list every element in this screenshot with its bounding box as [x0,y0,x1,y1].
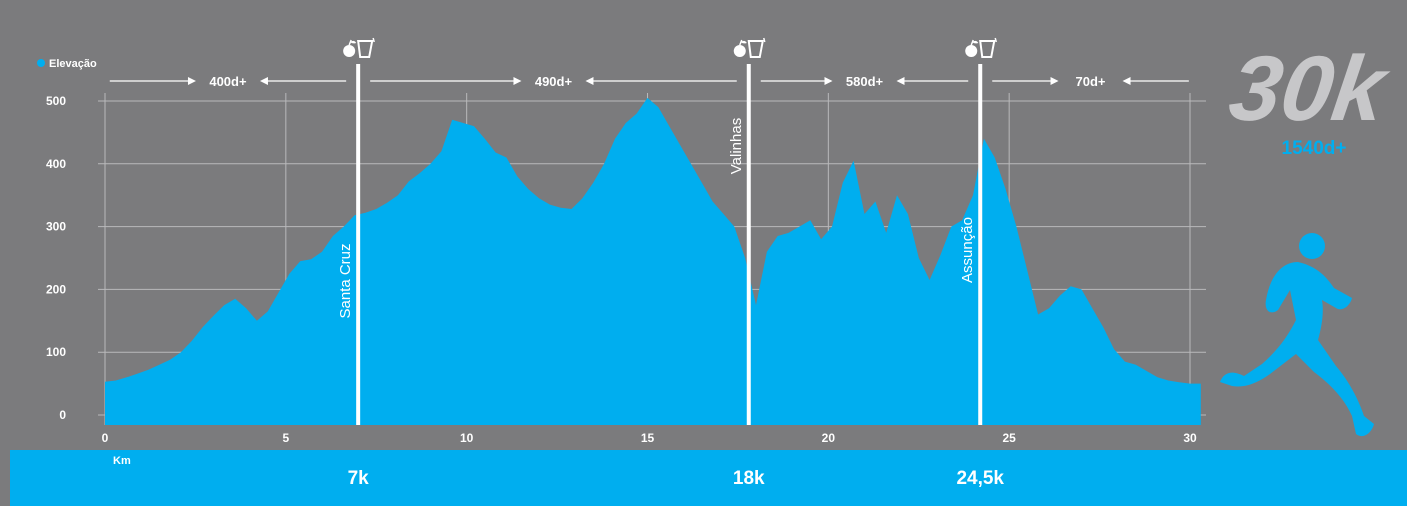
aid-station-line [746,64,751,425]
climb-segment: 490d+ [370,74,737,89]
aid-station-distance: 18k [733,468,765,489]
axis-ticks: 0 100 200 300 400 500 0 5 10 15 20 25 30 [46,94,1197,445]
legend: Elevação [37,58,97,70]
aid-station-name: Assunção [959,217,976,283]
x-tick-label: 0 [102,431,109,445]
x-tick-label: 25 [1002,431,1016,445]
climb-segment: 70d+ [992,74,1189,89]
elevation-area [105,97,1201,426]
race-distance-logo: 30k [1224,36,1397,139]
x-tick-label: 20 [822,431,836,445]
apple-and-cup-icon [343,37,375,58]
y-tick-label: 0 [59,408,66,422]
climb-segment: 400d+ [109,74,347,89]
x-tick-label: 10 [460,431,474,445]
legend-swatch [37,59,45,67]
segment-arrowhead [513,77,522,85]
segment-climb-label: 580d+ [846,74,884,89]
segment-arrowhead [1122,77,1131,85]
aid-station-markers: Santa Cruz 7k Valinhas 18k Assunção 24,5k [337,37,1004,489]
legend-label: Elevação [49,58,97,70]
aid-station: Assunção 24,5k [956,37,1004,489]
aid-station-distance: 24,5k [956,468,1004,489]
aid-station-name: Valinhas [728,118,745,174]
aid-station: Santa Cruz 7k [337,37,375,489]
y-tick-label: 200 [46,282,66,296]
apple-and-cup-icon [733,37,766,58]
apple-and-cup-icon [965,37,997,58]
segment-arrowhead [824,77,833,85]
segment-arrowhead [585,77,594,85]
race-badge: 30k 1540d+ [1224,36,1397,159]
x-tick-label: 30 [1183,431,1197,445]
climb-segment: 580d+ [760,74,969,89]
aid-station-line [356,64,361,425]
segment-climb-label: 490d+ [535,74,573,89]
y-tick-label: 400 [46,157,66,171]
segment-arrowhead [1050,77,1059,85]
x-axis-label: Km [113,455,131,467]
segment-arrowhead [187,77,196,85]
segment-arrowhead [896,77,905,85]
runner-silhouette-icon [1220,233,1374,437]
x-tick-label: 15 [641,431,655,445]
x-tick-label: 5 [282,431,289,445]
bottom-distance-band [10,450,1407,506]
y-tick-label: 300 [46,220,66,234]
segment-arrowhead [259,77,268,85]
segment-climb-label: 400d+ [209,74,247,89]
segment-climb-label: 70d+ [1076,74,1106,89]
aid-station-distance: 7k [348,468,370,489]
aid-station-name: Santa Cruz [337,243,354,318]
aid-station-line [978,64,983,425]
aid-station: Valinhas 18k [728,37,766,489]
y-tick-label: 100 [46,345,66,359]
climb-segments: 400d+ 490d+ 580d+ 70d+ [109,74,1189,89]
total-climb-label: 1540d+ [1282,138,1347,159]
y-tick-label: 500 [46,94,66,108]
